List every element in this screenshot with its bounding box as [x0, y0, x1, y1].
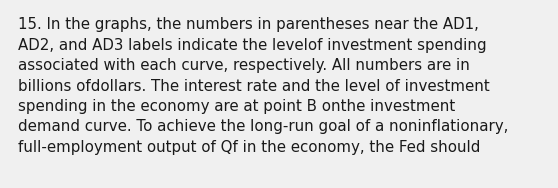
Text: 15. In the graphs, the numbers in parentheses near the AD1,
AD2, and AD3 labels : 15. In the graphs, the numbers in parent… [18, 17, 508, 155]
